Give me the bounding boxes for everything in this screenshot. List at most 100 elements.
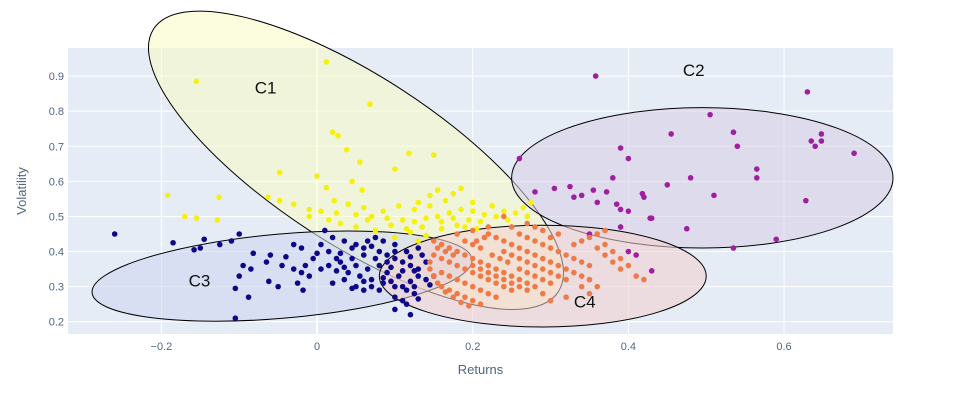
data-point-c1: [323, 59, 330, 65]
x-tick-label: −0.2: [151, 341, 173, 353]
data-point-c1: [419, 224, 425, 230]
data-point-c1: [318, 208, 324, 214]
data-point-c3: [298, 269, 305, 276]
data-point-c4: [532, 252, 538, 258]
data-point-c4: [442, 289, 449, 295]
data-point-c4: [524, 259, 530, 265]
data-point-c4: [516, 276, 523, 283]
data-point-c4: [469, 297, 476, 304]
data-point-c1: [331, 197, 337, 204]
data-point-c3: [395, 273, 402, 279]
data-point-c2: [610, 175, 616, 181]
data-point-c4: [469, 227, 476, 234]
data-point-c4: [524, 220, 530, 227]
data-point-c4: [508, 280, 515, 286]
data-point-c3: [329, 234, 336, 241]
data-point-c3: [388, 278, 394, 285]
data-point-c4: [508, 224, 515, 230]
data-point-c3: [232, 315, 239, 322]
data-point-c4: [438, 255, 445, 262]
data-point-c2: [730, 245, 737, 251]
data-point-c1: [399, 217, 406, 223]
data-point-c3: [388, 264, 394, 271]
data-point-c1: [216, 194, 222, 200]
data-point-c4: [427, 266, 433, 272]
data-point-c4: [516, 231, 523, 237]
data-point-c4: [547, 269, 554, 276]
data-point-c4: [555, 262, 562, 269]
cluster-label-c2: C2: [683, 61, 705, 80]
data-point-c3: [392, 241, 398, 248]
data-point-c3: [236, 231, 243, 237]
y-tick-label: 0.2: [49, 317, 64, 329]
data-point-c4: [477, 259, 484, 265]
data-point-c1: [380, 208, 387, 214]
data-point-c3: [263, 259, 270, 265]
data-point-c3: [403, 248, 410, 255]
data-point-c3: [337, 250, 344, 257]
x-axis-title: Returns: [458, 362, 504, 377]
data-point-c2: [625, 248, 632, 255]
data-point-c3: [407, 311, 414, 318]
data-point-c2: [851, 150, 857, 157]
data-point-c2: [753, 166, 760, 172]
data-point-c3: [360, 252, 367, 258]
data-point-c4: [571, 255, 577, 262]
data-point-c4: [563, 252, 569, 258]
data-point-c2: [711, 192, 717, 199]
data-point-c4: [462, 238, 468, 244]
data-point-c2: [683, 225, 690, 232]
data-point-c4: [524, 280, 530, 286]
data-point-c3: [368, 243, 375, 250]
data-point-c4: [493, 294, 499, 300]
data-point-c3: [407, 262, 414, 269]
data-point-c3: [368, 283, 375, 290]
data-point-c2: [707, 111, 713, 118]
data-point-c3: [290, 241, 297, 248]
y-tick-label: 0.7: [49, 141, 64, 153]
data-point-c1: [323, 184, 330, 191]
data-point-c4: [493, 266, 499, 272]
data-point-c1: [395, 203, 402, 209]
data-point-c3: [275, 283, 281, 290]
data-point-c1: [458, 185, 464, 192]
data-point-c2: [730, 129, 737, 136]
data-point-c4: [539, 290, 546, 297]
data-point-c4: [454, 276, 460, 283]
y-tick-label: 0.5: [49, 211, 64, 223]
data-point-c3: [349, 285, 355, 292]
data-point-c1: [276, 169, 283, 176]
x-axis-ticks: −0.2 0 0.2 0.4 0.6: [151, 341, 792, 353]
data-point-c3: [337, 259, 344, 265]
data-point-c4: [450, 294, 457, 300]
data-point-c4: [458, 299, 464, 306]
data-point-c4: [508, 252, 515, 258]
data-point-c3: [310, 255, 316, 262]
data-point-c1: [388, 222, 394, 229]
data-point-c3: [248, 266, 254, 272]
data-point-c1: [415, 199, 422, 206]
data-point-c4: [454, 262, 460, 269]
data-point-c4: [563, 266, 569, 272]
data-point-c3: [318, 241, 324, 248]
data-point-c3: [333, 255, 340, 262]
data-point-c3: [364, 238, 371, 244]
data-point-c3: [294, 280, 301, 286]
data-point-c4: [450, 252, 457, 258]
data-point-c2: [687, 175, 694, 181]
data-point-c1: [469, 208, 476, 214]
data-point-c1: [481, 211, 488, 218]
data-point-c1: [411, 218, 418, 225]
data-point-c1: [434, 187, 441, 193]
data-point-c1: [493, 213, 499, 220]
data-point-c3: [245, 294, 252, 300]
data-point-c3: [267, 252, 274, 258]
data-point-c3: [353, 262, 359, 269]
cluster-ellipse-c4: [378, 224, 707, 328]
data-point-c1: [434, 213, 441, 220]
data-point-c4: [501, 283, 507, 290]
data-point-c3: [392, 255, 398, 262]
data-point-c4: [610, 259, 616, 265]
data-point-c3: [341, 264, 348, 271]
data-point-c4: [571, 269, 577, 276]
